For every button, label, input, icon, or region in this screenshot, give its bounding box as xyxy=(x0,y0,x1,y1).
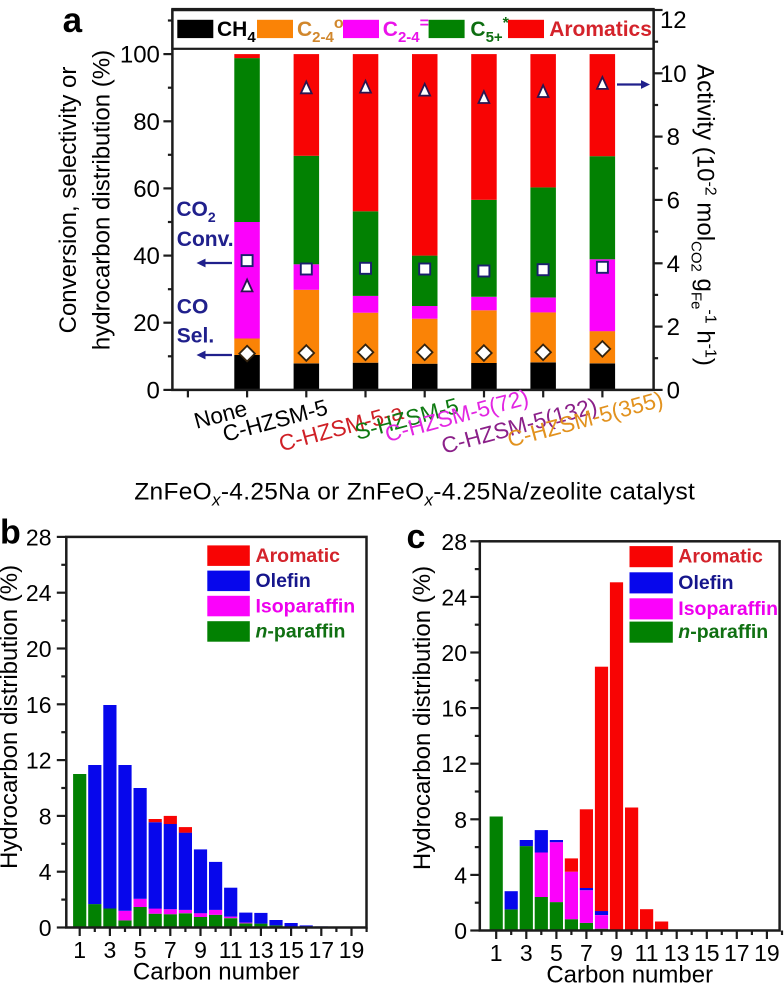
svg-text:Olefin: Olefin xyxy=(678,572,733,594)
svg-text:0: 0 xyxy=(39,915,52,941)
svg-text:7: 7 xyxy=(580,940,593,966)
svg-text:15: 15 xyxy=(694,940,720,966)
svg-text:Carbon number: Carbon number xyxy=(133,959,300,985)
svg-text:ZnFeOx-4.25Na or ZnFeOx-4.25Na: ZnFeOx-4.25Na or ZnFeOx-4.25Na/zeolite c… xyxy=(134,479,695,510)
svg-text:16: 16 xyxy=(26,692,52,718)
svg-text:3: 3 xyxy=(104,937,117,963)
svg-text:40: 40 xyxy=(133,243,160,270)
svg-text:b: b xyxy=(0,514,21,552)
svg-text:12: 12 xyxy=(660,7,687,34)
svg-text:80: 80 xyxy=(133,109,160,136)
svg-text:4: 4 xyxy=(667,251,680,278)
svg-text:Olefin: Olefin xyxy=(256,570,311,592)
svg-text:20: 20 xyxy=(441,640,467,666)
svg-text:20: 20 xyxy=(26,636,52,662)
svg-text:5: 5 xyxy=(134,937,147,963)
svg-text:3: 3 xyxy=(520,940,533,966)
svg-text:Aromatic: Aromatic xyxy=(256,545,341,567)
svg-text:Aromatics: Aromatics xyxy=(549,18,652,41)
svg-text:15: 15 xyxy=(278,937,304,963)
svg-text:60: 60 xyxy=(133,176,160,203)
svg-text:Hydrocarbon distribution (%): Hydrocarbon distribution (%) xyxy=(0,565,23,869)
svg-text:17: 17 xyxy=(724,940,750,966)
svg-text:0: 0 xyxy=(667,377,680,404)
svg-text:hydrocarbon distribution (%): hydrocarbon distribution (%) xyxy=(89,50,116,350)
svg-text:Conv.: Conv. xyxy=(177,228,234,251)
svg-text:Aromatic: Aromatic xyxy=(678,546,763,568)
svg-text:4: 4 xyxy=(39,859,52,885)
svg-text:20: 20 xyxy=(133,310,160,337)
svg-text:Isoparaffin: Isoparaffin xyxy=(256,595,356,617)
svg-text:8: 8 xyxy=(39,803,52,829)
svg-text:16: 16 xyxy=(441,696,467,722)
svg-text:11: 11 xyxy=(219,937,243,963)
svg-text:Hydrocarbon distribution (%): Hydrocarbon distribution (%) xyxy=(409,566,436,870)
svg-text:Carbon number: Carbon number xyxy=(546,962,713,985)
svg-text:5: 5 xyxy=(550,940,563,966)
svg-text:4: 4 xyxy=(454,862,467,888)
svg-text:Conversion, selectivity or: Conversion, selectivity or xyxy=(55,67,82,334)
svg-text:CO: CO xyxy=(177,296,209,319)
svg-text:Sel.: Sel. xyxy=(177,325,214,348)
svg-text:n-paraffin: n-paraffin xyxy=(256,621,346,643)
svg-text:6: 6 xyxy=(667,187,680,214)
svg-text:11: 11 xyxy=(635,940,659,966)
svg-text:0: 0 xyxy=(454,918,467,944)
svg-text:0: 0 xyxy=(147,377,160,404)
svg-text:1: 1 xyxy=(490,940,503,966)
svg-text:28: 28 xyxy=(441,529,467,555)
svg-text:9: 9 xyxy=(194,937,207,963)
svg-text:c: c xyxy=(407,518,426,556)
svg-text:a: a xyxy=(63,1,83,40)
svg-text:19: 19 xyxy=(754,940,780,966)
svg-text:1: 1 xyxy=(73,937,86,963)
svg-text:100: 100 xyxy=(120,42,160,69)
svg-text:13: 13 xyxy=(248,937,274,963)
svg-text:9: 9 xyxy=(610,940,623,966)
svg-text:8: 8 xyxy=(454,807,467,833)
svg-text:24: 24 xyxy=(26,580,52,606)
svg-text:28: 28 xyxy=(26,524,52,550)
svg-text:n-paraffin: n-paraffin xyxy=(678,621,768,643)
svg-text:12: 12 xyxy=(441,751,467,777)
svg-text:Isoparaffin: Isoparaffin xyxy=(678,598,778,620)
svg-text:24: 24 xyxy=(441,584,467,610)
svg-text:7: 7 xyxy=(164,937,177,963)
svg-text:17: 17 xyxy=(309,937,335,963)
svg-text:19: 19 xyxy=(339,937,365,963)
svg-text:8: 8 xyxy=(667,124,680,151)
svg-text:10: 10 xyxy=(660,61,687,88)
svg-text:2: 2 xyxy=(667,314,680,341)
svg-text:12: 12 xyxy=(26,748,52,774)
svg-text:13: 13 xyxy=(664,940,690,966)
